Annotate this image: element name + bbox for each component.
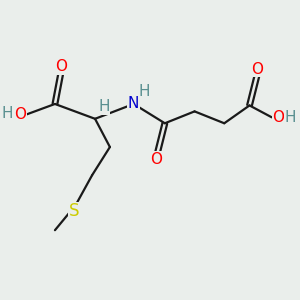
Text: H: H bbox=[138, 84, 150, 99]
Text: S: S bbox=[69, 202, 80, 220]
Text: H: H bbox=[2, 106, 13, 121]
Text: O: O bbox=[251, 62, 263, 77]
Text: O: O bbox=[14, 107, 26, 122]
Text: O: O bbox=[55, 59, 67, 74]
Text: N: N bbox=[128, 97, 140, 112]
Text: O: O bbox=[150, 152, 162, 167]
Text: O: O bbox=[272, 110, 284, 125]
Text: H: H bbox=[98, 99, 110, 114]
Text: H: H bbox=[284, 110, 296, 125]
